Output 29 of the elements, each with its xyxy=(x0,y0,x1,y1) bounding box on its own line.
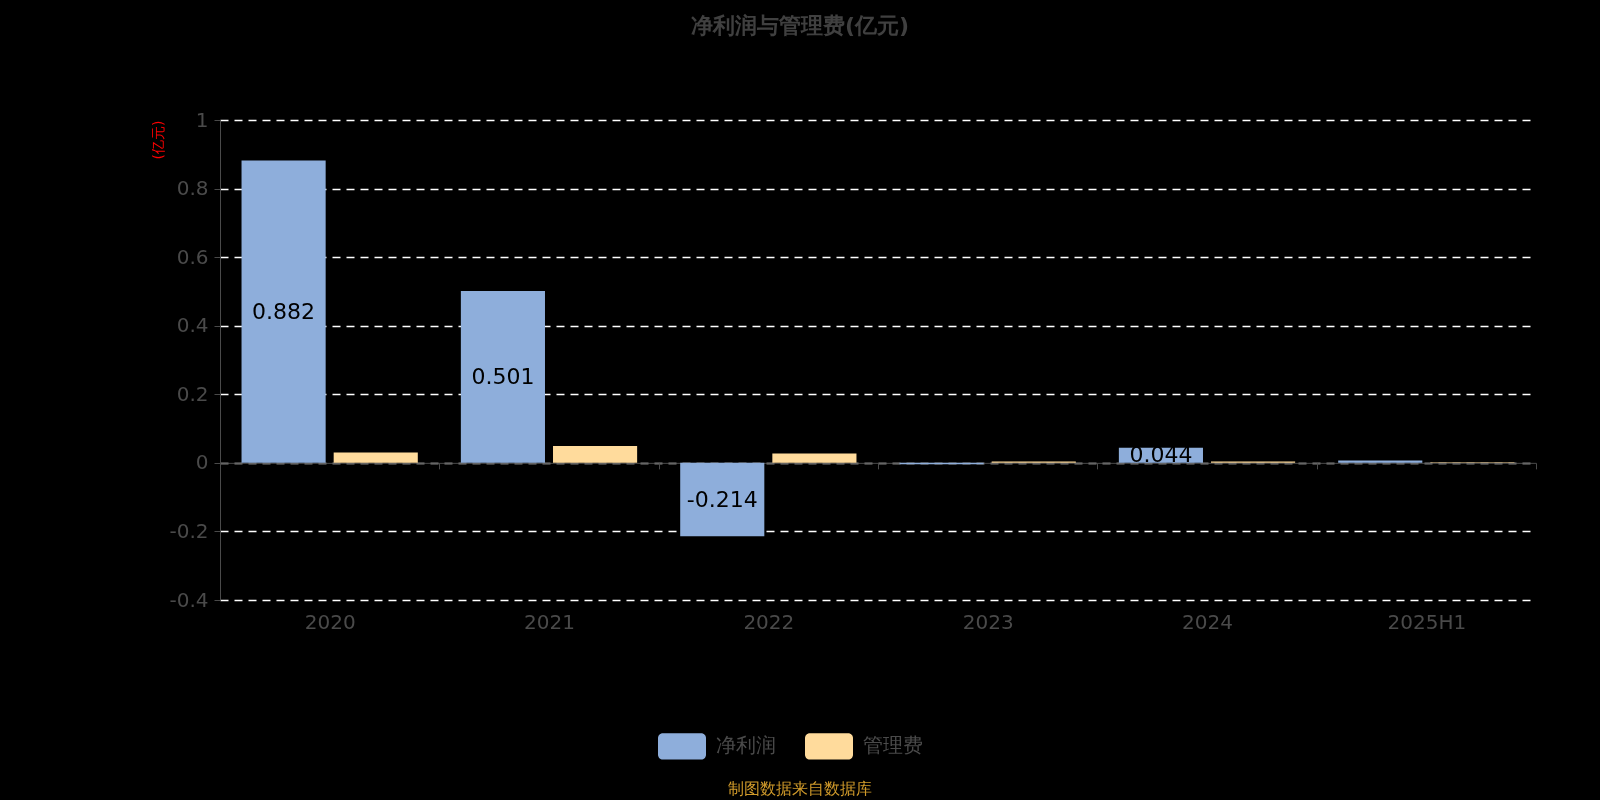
y-tick-label: -0.4 xyxy=(169,587,209,612)
data-label: -0.214 xyxy=(686,486,758,512)
y-tick-label: 0.8 xyxy=(176,176,209,201)
y-tick-label: 1 xyxy=(195,107,209,132)
x-tick-label: 2020 xyxy=(304,609,356,634)
text: 制图数据来自数据库 xyxy=(728,779,872,798)
y-tick-label: 0.6 xyxy=(176,244,209,269)
x-tick-label: 2023 xyxy=(962,609,1014,634)
y-tick-label: 0 xyxy=(195,450,209,475)
bar xyxy=(333,452,418,463)
y-axis-title: (亿元) xyxy=(149,120,166,160)
bar xyxy=(1338,460,1423,463)
legend-label: 管理费 xyxy=(863,733,923,758)
x-tick-label: 2025H1 xyxy=(1387,609,1467,634)
bar xyxy=(241,160,326,463)
x-tick-label: 2024 xyxy=(1182,609,1233,634)
bar xyxy=(460,291,545,463)
y-tick-label: 0.2 xyxy=(176,381,209,406)
data-label: 0.882 xyxy=(252,298,316,324)
bar xyxy=(553,446,638,463)
bar xyxy=(772,453,857,463)
chart-title: 净利润与管理费(亿元) xyxy=(690,13,910,38)
data-label: 0.501 xyxy=(471,363,535,389)
y-tick-label: -0.2 xyxy=(169,518,209,543)
y-tick-label: 0.4 xyxy=(176,313,209,338)
x-tick-label: 2022 xyxy=(743,609,795,634)
legend-label: 净利润 xyxy=(716,733,776,758)
x-tick-label: 2021 xyxy=(524,609,575,634)
bar xyxy=(680,462,765,537)
